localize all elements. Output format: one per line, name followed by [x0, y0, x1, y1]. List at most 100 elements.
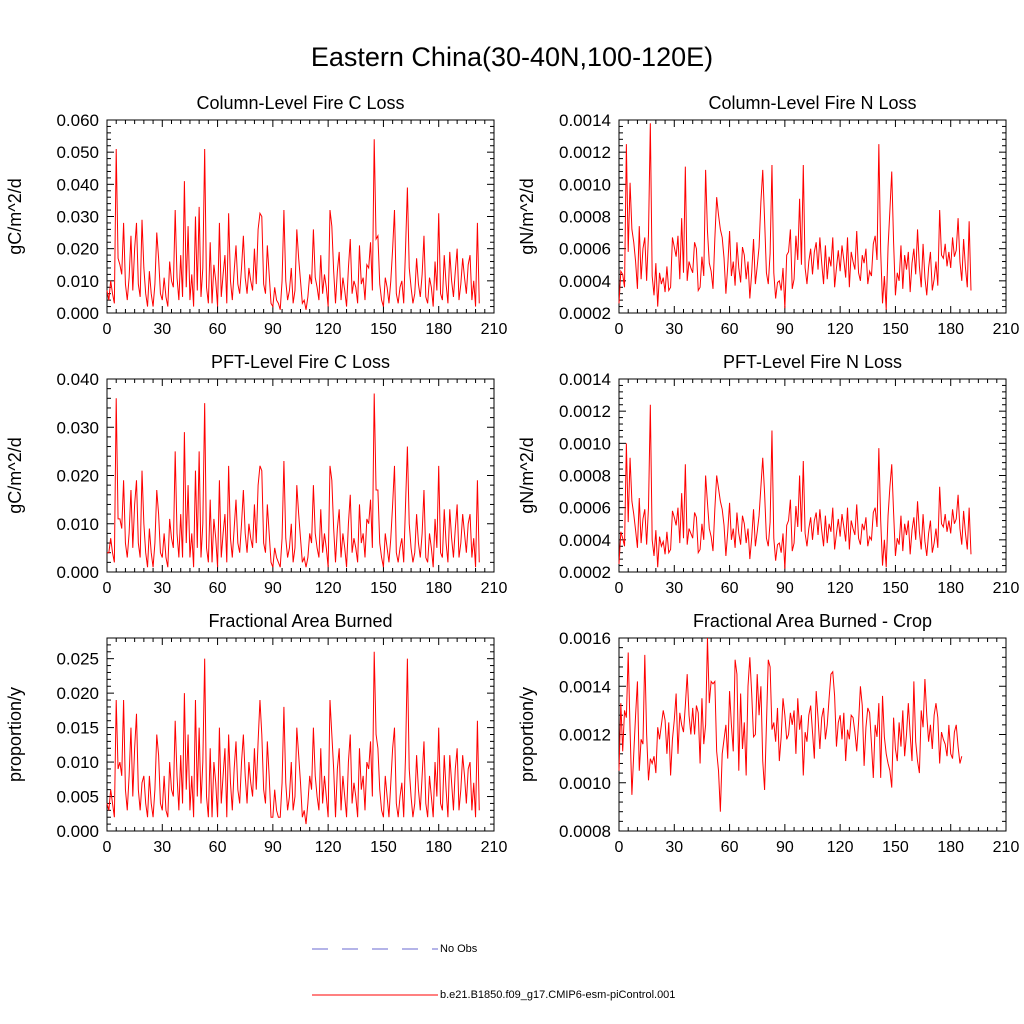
series-line [618, 404, 972, 569]
x-tick-label: 30 [665, 321, 683, 338]
chart-panel-1: Column-Level Fire C Loss 0 30 60 90 120 150 180… [5, 93, 507, 338]
y-tick-label: 0.0012 [559, 143, 611, 162]
panel-title: PFT-Level Fire N Loss [723, 352, 902, 372]
x-tick-label: 150 [882, 321, 909, 338]
chart-panel-4: PFT-Level Fire N Loss 0 30 60 90 120 150 180 210… [517, 352, 1019, 597]
x-tick-label: 210 [481, 839, 508, 856]
y-tick-label: 0.000 [56, 304, 99, 323]
x-tick-label: 150 [370, 839, 397, 856]
x-tick-label: 150 [882, 580, 909, 597]
y-tick-label: 0.000 [56, 563, 99, 582]
y-tick-label: 0.0002 [559, 563, 611, 582]
y-tick-label: 0.0010 [559, 434, 611, 453]
panel-title: Fractional Area Burned [208, 611, 392, 631]
x-tick-label: 180 [937, 321, 964, 338]
y-tick-label: 0.0012 [559, 402, 611, 421]
x-tick-label: 0 [103, 580, 112, 597]
x-tick-label: 210 [481, 580, 508, 597]
x-tick-label: 180 [937, 580, 964, 597]
figure-title: Eastern China(30-40N,100-120E) [310, 42, 714, 72]
x-tick-label: 0 [103, 321, 112, 338]
y-tick-label: 0.0014 [559, 111, 611, 130]
y-tick-label: 0.030 [56, 418, 99, 437]
y-tick-label: 0.040 [56, 175, 99, 194]
y-tick-label: 0.0002 [559, 304, 611, 323]
x-tick-label: 30 [665, 839, 683, 856]
y-axis-label: proportion/y [5, 687, 25, 782]
x-tick-label: 60 [209, 321, 227, 338]
x-tick-label: 90 [776, 321, 794, 338]
y-tick-label: 0.010 [56, 272, 99, 291]
x-tick-label: 0 [103, 839, 112, 856]
x-tick-label: 0 [615, 839, 624, 856]
legend-run-swatch [312, 994, 438, 996]
x-tick-label: 90 [264, 321, 282, 338]
x-tick-label: 90 [264, 580, 282, 597]
y-axis-label: gN/m^2/d [517, 437, 537, 513]
plot-frame [618, 378, 1007, 573]
x-tick-label: 30 [665, 580, 683, 597]
legend-no-obs: No Obs [312, 941, 477, 957]
x-tick-label: 150 [882, 839, 909, 856]
x-tick-label: 60 [721, 321, 739, 338]
series-line [106, 651, 480, 825]
chart-panel-2: Column-Level Fire N Loss 0 30 60 90 120 150 180… [517, 93, 1019, 338]
x-tick-label: 180 [425, 839, 452, 856]
y-tick-label: 0.0008 [559, 467, 611, 486]
y-axis-label: gN/m^2/d [517, 178, 537, 254]
x-tick-label: 150 [370, 580, 397, 597]
x-tick-label: 150 [370, 321, 397, 338]
y-tick-label: 0.020 [56, 467, 99, 486]
y-tick-label: 0.050 [56, 143, 99, 162]
series-line [106, 139, 480, 310]
y-tick-label: 0.015 [56, 719, 99, 738]
x-tick-label: 210 [993, 839, 1020, 856]
panel-title: Column-Level Fire C Loss [196, 93, 404, 113]
x-tick-label: 90 [776, 580, 794, 597]
y-tick-label: 0.040 [56, 370, 99, 389]
x-tick-label: 0 [615, 580, 624, 597]
y-tick-label: 0.0014 [559, 677, 611, 696]
chart-panel-6: Fractional Area Burned - Crop 0 30 60 90 120 1… [517, 611, 1019, 856]
x-tick-label: 180 [937, 839, 964, 856]
x-tick-label: 210 [993, 321, 1020, 338]
y-tick-label: 0.0012 [559, 726, 611, 745]
x-tick-label: 90 [776, 839, 794, 856]
x-tick-label: 120 [315, 321, 342, 338]
legend-run: b.e21.B1850.f09_g17.CMIP6-esm-piControl.… [312, 987, 675, 1003]
y-tick-label: 0.0006 [559, 240, 611, 259]
x-tick-label: 60 [721, 580, 739, 597]
series-line [618, 637, 963, 812]
y-axis-label: gC/m^2/d [5, 437, 25, 513]
panel-title: Fractional Area Burned - Crop [693, 611, 932, 631]
x-tick-label: 120 [315, 580, 342, 597]
y-tick-label: 0.025 [56, 650, 99, 669]
x-tick-label: 60 [721, 839, 739, 856]
chart-panel-3: PFT-Level Fire C Loss 0 30 60 90 120 150 180 210… [5, 352, 507, 597]
x-tick-label: 120 [827, 321, 854, 338]
plot-frame [618, 119, 1007, 314]
x-tick-label: 0 [615, 321, 624, 338]
y-tick-label: 0.000 [56, 822, 99, 841]
x-tick-label: 120 [827, 839, 854, 856]
y-tick-label: 0.0010 [559, 774, 611, 793]
x-tick-label: 30 [153, 839, 171, 856]
x-tick-label: 180 [425, 580, 452, 597]
y-tick-label: 0.0016 [559, 629, 611, 648]
y-tick-label: 0.010 [56, 515, 99, 534]
y-tick-label: 0.005 [56, 788, 99, 807]
panel-title: PFT-Level Fire C Loss [211, 352, 390, 372]
x-tick-label: 30 [153, 580, 171, 597]
series-line [107, 393, 480, 568]
y-tick-label: 0.0008 [559, 822, 611, 841]
y-tick-label: 0.0008 [559, 208, 611, 227]
y-tick-label: 0.030 [56, 208, 99, 227]
y-tick-label: 0.0004 [559, 531, 611, 550]
x-tick-label: 120 [827, 580, 854, 597]
x-tick-label: 30 [153, 321, 171, 338]
y-tick-label: 0.060 [56, 111, 99, 130]
x-tick-label: 180 [425, 321, 452, 338]
series-line [618, 123, 972, 310]
legend-run-label: b.e21.B1850.f09_g17.CMIP6-esm-piControl.… [440, 989, 676, 1001]
y-tick-label: 0.0014 [559, 370, 611, 389]
